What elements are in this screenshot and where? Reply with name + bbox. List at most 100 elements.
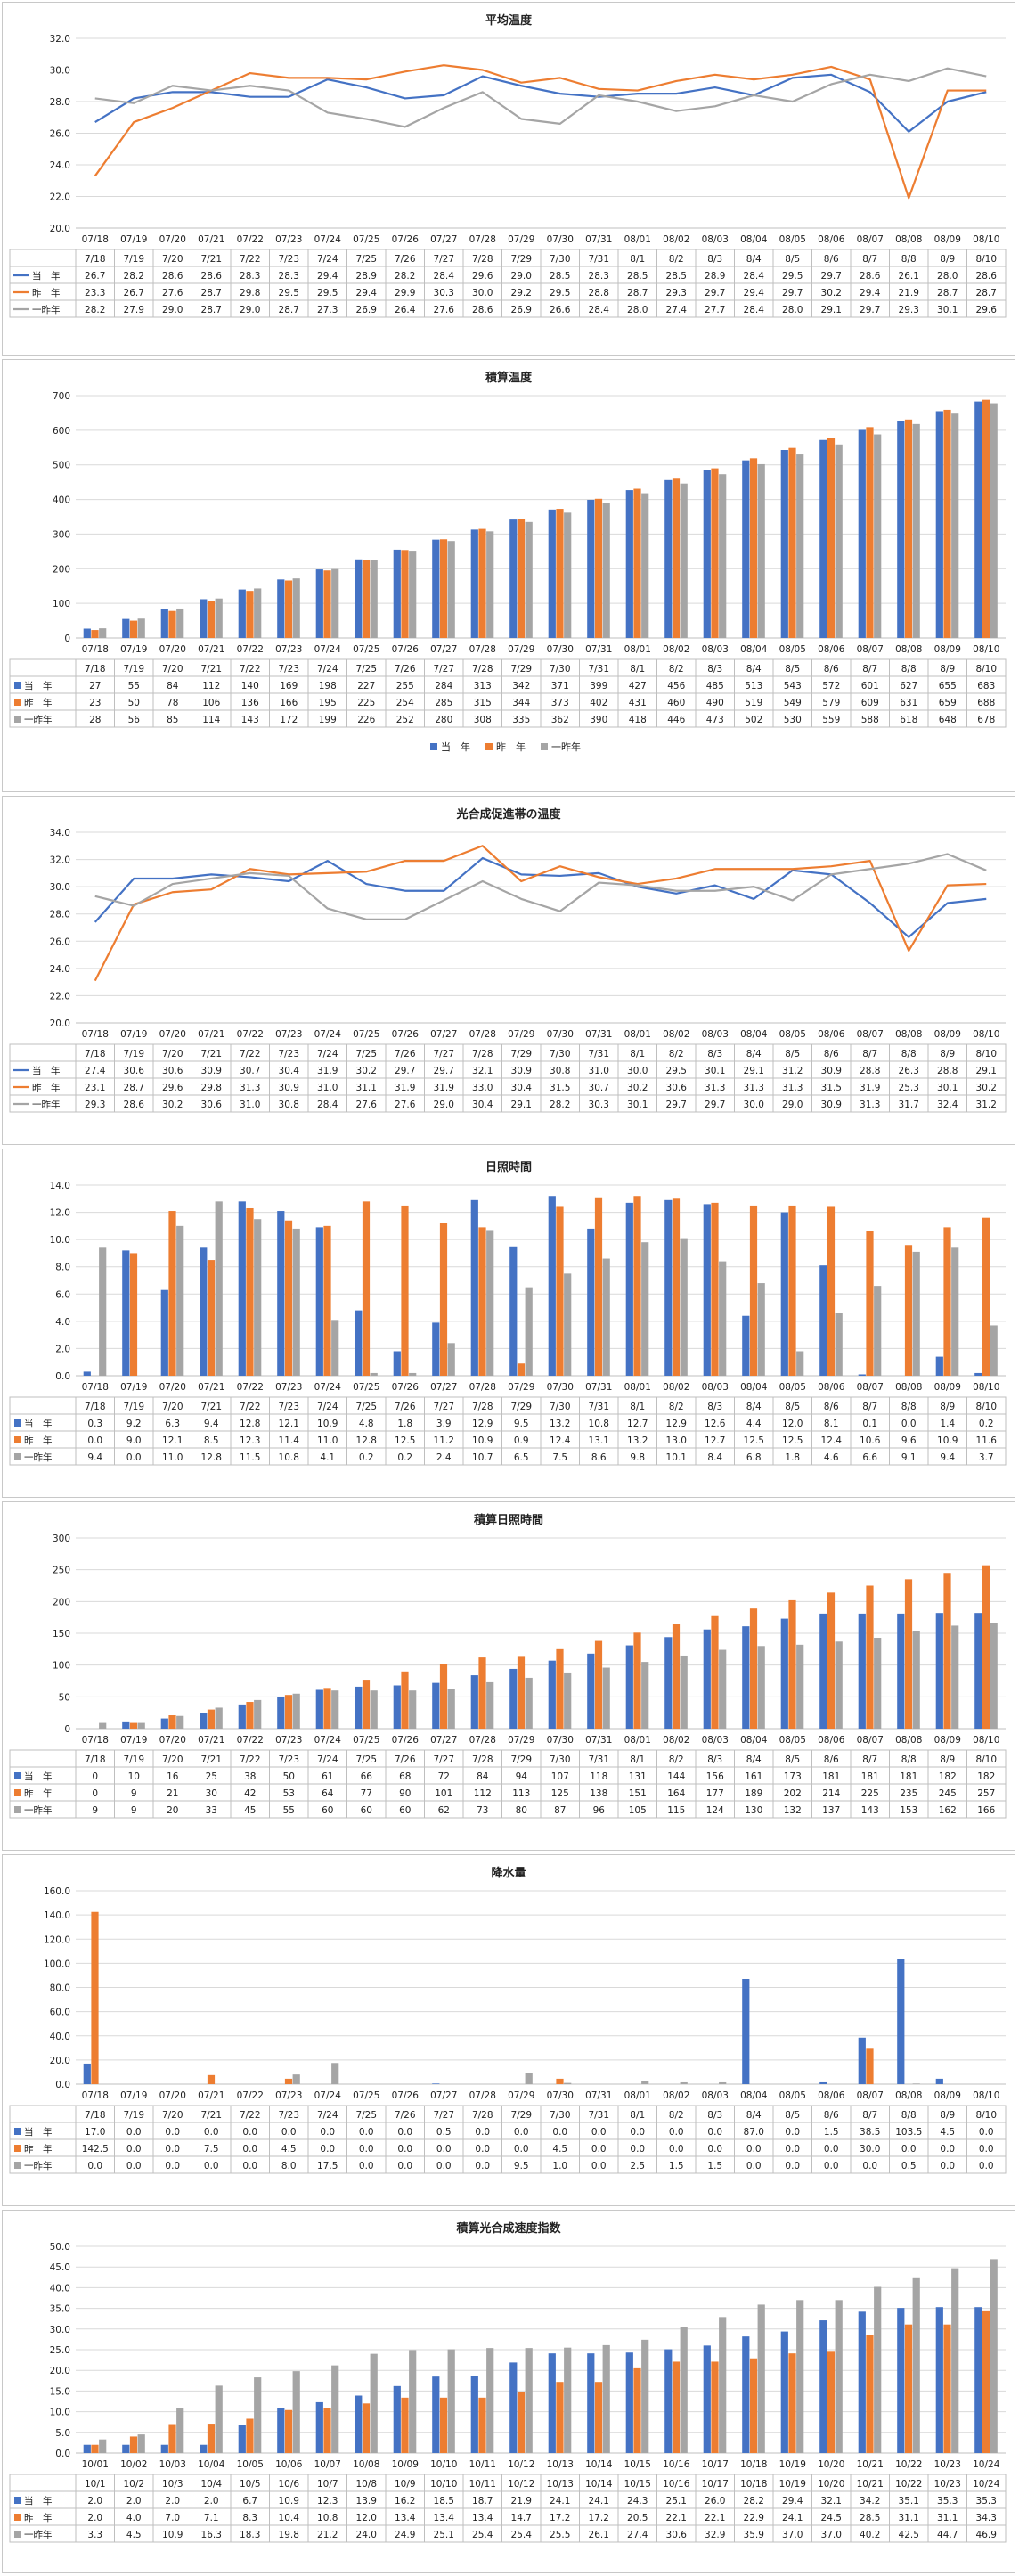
bar [207,2424,216,2453]
data-label: 30.8 [279,1100,299,1110]
table-header-cell: 8/2 [669,2110,684,2121]
bar [401,1671,409,1729]
data-label: 29.1 [511,1100,532,1110]
data-label: 32.1 [821,2496,842,2506]
bar [943,2324,951,2453]
x-tick-label: 07/24 [314,1735,342,1746]
data-label: 255 [396,681,414,691]
chart-title: 積算光合成速度指数 [455,2221,561,2236]
bar [672,1198,681,1376]
data-label: 28.4 [589,305,610,315]
table-header-cell: 7/24 [317,664,338,675]
series-name: 一昨年 [24,714,53,725]
legend-key [14,1436,21,1443]
table-header-cell: 7/20 [162,1402,183,1412]
table-header-cell: 8/9 [940,1049,955,1059]
data-label: 202 [784,1788,802,1799]
bar [990,1623,998,1729]
bar [207,601,216,638]
table-header-cell: 7/21 [200,2110,222,2121]
table-header-cell: 10/19 [779,2479,806,2490]
data-label: 24.1 [589,2496,609,2506]
data-label: 0.2 [359,1452,374,1463]
x-tick-label: 07/23 [275,1735,302,1746]
data-label: 140 [241,681,259,691]
data-label: 31.3 [860,1100,880,1110]
bar [935,2078,943,2084]
data-label: 28.0 [627,305,648,315]
data-label: 8.4 [707,1452,722,1463]
data-label: 35.9 [744,2530,764,2540]
data-label: 0.0 [591,2127,607,2138]
table-header-cell: 7/22 [240,1049,261,1059]
legend-key [14,1772,21,1779]
bar [757,1646,765,1729]
data-label: 26.4 [395,305,416,315]
data-label: 6.7 [242,2496,257,2506]
data-label: 10.1 [666,1452,687,1463]
data-label: 26.3 [899,1066,919,1076]
data-label: 18.7 [472,2496,493,2506]
x-tick-label: 08/04 [740,1735,768,1746]
data-label: 29.3 [899,305,919,315]
bar [91,2444,99,2453]
bar [780,1618,788,1729]
y-tick-label: 6.0 [55,1289,70,1300]
bar [122,618,130,638]
bar [641,1242,649,1376]
data-label: 13.4 [472,2513,493,2523]
data-label: 252 [396,715,414,725]
data-label: 344 [512,698,530,708]
bar [951,1625,959,1729]
x-tick-label: 08/09 [934,234,961,245]
bar [866,2048,874,2084]
data-label: 0.0 [165,2127,180,2138]
data-label: 0.0 [785,2161,800,2171]
data-label: 181 [861,1771,879,1782]
bar [564,2082,572,2084]
data-label: 7.5 [552,1452,567,1463]
data-label: 13.4 [395,2513,416,2523]
bar [866,427,874,638]
x-tick-label: 08/04 [740,234,768,245]
chart-svg: 積算温度 0 100 200 300 400 500 600 700 07/18 07/19 07/2… [9,371,1007,753]
bar [719,2317,727,2453]
table-header-cell: 10/22 [895,2479,922,2490]
table-header-cell: 7/19 [123,1049,144,1059]
y-tick-label: 34.0 [50,828,70,838]
bar [672,1624,681,1729]
bar [711,2361,719,2453]
x-tick-label: 07/28 [469,1029,496,1040]
data-label: 30.4 [472,1100,493,1110]
chart-panel: 積算日照時間 0 50 100 150 200 250 300 07/18 07/19 07/20 0… [2,1501,1015,1851]
data-label: 3.7 [979,1452,994,1463]
data-label: 225 [357,698,375,708]
data-label: 40.2 [860,2530,880,2540]
bar [912,1631,920,1729]
data-label: 30.1 [937,305,958,315]
x-tick-label: 07/29 [508,644,534,655]
data-label: 28.8 [860,1066,880,1076]
bar [943,1573,951,1729]
x-tick-label: 10/09 [392,2459,419,2470]
series-line [94,73,987,133]
data-label: 10.4 [279,2513,300,2523]
data-label: 0.0 [669,2144,684,2155]
x-tick-label: 08/07 [857,234,884,245]
table-header-cell: 7/29 [510,254,532,265]
y-tick-label: 100 [53,599,70,609]
table-header-cell: 8/5 [785,254,800,265]
y-tick-label: 28.0 [50,97,70,108]
data-label: 2.0 [204,2496,219,2506]
bar [904,1579,913,1729]
bar [510,519,518,638]
x-tick-label: 07/26 [392,1735,420,1746]
data-label: 0.5 [901,2161,917,2171]
x-tick-label: 07/21 [198,644,224,655]
data-label: 172 [280,715,298,725]
data-label: 11.5 [240,1452,260,1463]
data-label: 27 [89,681,101,691]
data-label: 28.5 [627,271,648,282]
data-label: 112 [474,1788,492,1799]
